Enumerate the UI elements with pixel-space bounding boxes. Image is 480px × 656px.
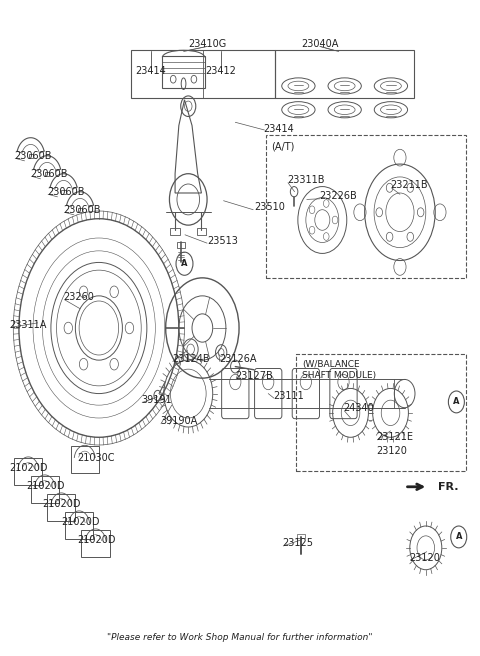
- Text: 39190A: 39190A: [160, 416, 197, 426]
- Bar: [266, 135, 466, 278]
- Text: 23120: 23120: [409, 552, 440, 562]
- Text: 23120: 23120: [376, 447, 408, 457]
- Text: A: A: [456, 533, 462, 541]
- Bar: [61, 190, 66, 194]
- Text: 23040A: 23040A: [301, 39, 339, 49]
- Text: 21020D: 21020D: [10, 463, 48, 473]
- Bar: [65, 512, 93, 539]
- Bar: [28, 154, 33, 158]
- Bar: [197, 228, 206, 235]
- Text: 23121E: 23121E: [376, 432, 413, 442]
- Text: 23311A: 23311A: [10, 319, 47, 330]
- Text: (W/BALANCE
SHAFT MODULE): (W/BALANCE SHAFT MODULE): [302, 360, 376, 380]
- Bar: [162, 56, 205, 88]
- Text: 39191: 39191: [141, 395, 172, 405]
- Bar: [14, 458, 42, 485]
- Text: (A/T): (A/T): [272, 142, 295, 152]
- Text: 23127B: 23127B: [235, 371, 273, 381]
- Text: 23125: 23125: [282, 539, 313, 548]
- Text: A: A: [453, 398, 460, 407]
- Text: 21030C: 21030C: [78, 453, 115, 463]
- Text: 23510: 23510: [254, 202, 285, 212]
- Bar: [131, 51, 275, 98]
- Text: 23060B: 23060B: [31, 169, 68, 178]
- Text: 21020D: 21020D: [26, 481, 64, 491]
- Text: 21020D: 21020D: [42, 499, 81, 509]
- Bar: [71, 446, 99, 473]
- Bar: [78, 208, 82, 212]
- Text: 23414: 23414: [264, 124, 294, 134]
- Text: A: A: [181, 259, 188, 268]
- Text: "Please refer to Work Shop Manual for further information": "Please refer to Work Shop Manual for fu…: [107, 633, 373, 642]
- Bar: [47, 494, 75, 521]
- Text: 21020D: 21020D: [78, 535, 116, 545]
- Text: 23513: 23513: [207, 236, 238, 245]
- Text: 23060B: 23060B: [63, 205, 101, 215]
- Text: 21020D: 21020D: [61, 517, 100, 527]
- Text: 23126A: 23126A: [219, 354, 256, 364]
- Text: 23111: 23111: [273, 390, 304, 401]
- Text: 23410G: 23410G: [188, 39, 226, 49]
- Text: FR.: FR.: [438, 482, 458, 492]
- Text: 23060B: 23060B: [14, 151, 52, 161]
- Text: 24340: 24340: [344, 403, 374, 413]
- Bar: [275, 51, 414, 98]
- Bar: [178, 243, 185, 248]
- Text: 23226B: 23226B: [319, 191, 357, 201]
- Bar: [31, 476, 59, 503]
- Text: 23211B: 23211B: [391, 180, 428, 190]
- Bar: [170, 228, 180, 235]
- Bar: [82, 530, 110, 557]
- Text: 23260: 23260: [63, 292, 95, 302]
- Text: 23414: 23414: [135, 66, 166, 76]
- Text: 23412: 23412: [206, 66, 237, 76]
- Text: 23060B: 23060B: [47, 187, 84, 197]
- Bar: [45, 172, 49, 176]
- Text: 23124B: 23124B: [172, 354, 209, 364]
- Bar: [297, 354, 466, 471]
- Bar: [297, 534, 305, 538]
- Text: 23311B: 23311B: [287, 175, 324, 185]
